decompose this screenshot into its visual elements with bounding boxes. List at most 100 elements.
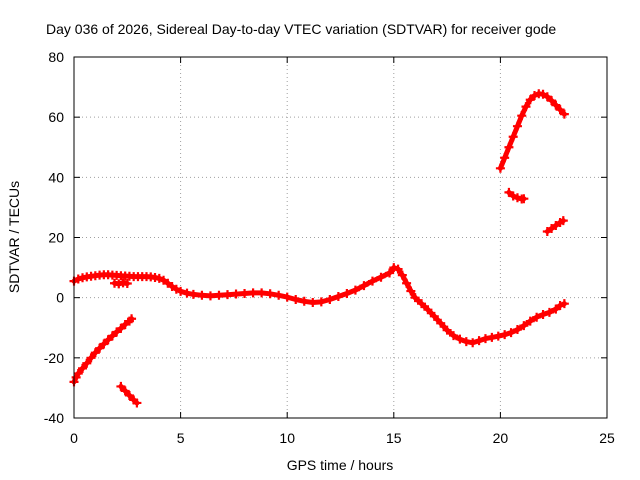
data-point [493, 331, 503, 341]
x-axis-label: GPS time / hours [287, 457, 394, 473]
x-tick-label: 25 [599, 430, 615, 446]
data-point [495, 163, 505, 173]
data-point [397, 270, 407, 280]
data-point [95, 343, 105, 353]
data-point [525, 95, 535, 105]
x-tick-label: 20 [493, 430, 509, 446]
chart-title: Day 036 of 2026, Sidereal Day-to-day VTE… [46, 21, 556, 37]
series-late-high-arc [495, 89, 569, 173]
plot-frame [73, 56, 608, 419]
data-point [389, 263, 399, 273]
data-point [558, 216, 568, 226]
series-main-arc [69, 263, 569, 348]
data-point [521, 102, 531, 112]
axis-ticks: 0 5 10 15 20 25 -40 -20 0 20 40 60 80 [44, 49, 615, 446]
y-tick-label: 0 [56, 290, 64, 306]
data-point [436, 318, 446, 328]
data-point [342, 288, 352, 298]
data-point [519, 194, 529, 204]
data-point [551, 100, 561, 110]
x-tick-label: 15 [386, 430, 402, 446]
data-point [508, 132, 518, 142]
data-point [73, 274, 83, 284]
data-point [448, 331, 458, 341]
data-point [82, 358, 92, 368]
data-point [512, 325, 522, 335]
data-point [99, 339, 109, 349]
data-point [504, 142, 514, 152]
y-tick-label: 80 [48, 49, 64, 65]
data-point [188, 289, 198, 299]
data-point [455, 334, 465, 344]
data-point [442, 325, 452, 335]
y-axis-label: SDTVAR / TECUs [6, 181, 22, 293]
data-point [429, 311, 439, 321]
data-point [402, 278, 412, 288]
data-point [176, 286, 186, 296]
data-point [480, 334, 490, 344]
data-point [519, 321, 529, 331]
data-point [417, 299, 427, 309]
data-point [240, 288, 250, 298]
data-point [350, 285, 360, 295]
data-point [406, 286, 416, 296]
data-point [367, 276, 377, 286]
y-tick-label: -40 [44, 410, 64, 426]
data-point [124, 390, 134, 400]
data-point [468, 338, 478, 348]
data-point [410, 293, 420, 303]
y-tick-label: 60 [48, 109, 64, 125]
data-point [500, 153, 510, 163]
data-point [73, 368, 83, 378]
x-tick-label: 5 [177, 430, 185, 446]
data-point [517, 111, 527, 121]
data-point [512, 121, 522, 131]
series-trace [497, 91, 567, 171]
data-point [257, 288, 267, 298]
data-point [308, 297, 318, 307]
y-tick-label: -20 [44, 350, 64, 366]
y-tick-label: 20 [48, 230, 64, 246]
data-point [547, 96, 557, 106]
data-point [116, 381, 126, 391]
data-point [559, 109, 569, 119]
data-point [359, 281, 369, 291]
data-point [282, 292, 292, 302]
data-point [90, 348, 100, 358]
data-point [376, 272, 386, 282]
data-point [248, 288, 258, 298]
y-tick-label: 40 [48, 169, 64, 185]
data-point [555, 105, 565, 115]
data-point [461, 337, 471, 347]
x-tick-label: 0 [70, 430, 78, 446]
data-point [423, 305, 433, 315]
data-point [223, 290, 233, 300]
x-tick-label: 10 [279, 430, 295, 446]
data-point [325, 294, 335, 304]
data-point [197, 290, 207, 300]
data-series [69, 89, 569, 408]
data-point [487, 332, 497, 342]
data-point [78, 363, 88, 373]
data-point [555, 300, 565, 310]
data-point [508, 191, 518, 201]
data-point [132, 398, 142, 408]
data-point [532, 312, 542, 322]
data-point [333, 291, 343, 301]
data-point [525, 316, 535, 326]
data-point [205, 291, 215, 301]
series-early-drop [116, 381, 142, 408]
data-point [316, 297, 326, 307]
data-point [86, 353, 96, 363]
data-point [530, 91, 540, 101]
data-point [120, 386, 130, 396]
data-point [122, 279, 132, 289]
data-point [154, 273, 164, 283]
data-point [231, 289, 241, 299]
data-point [500, 330, 510, 340]
series-small-cluster [110, 278, 132, 289]
data-point [299, 296, 309, 306]
series-trace [71, 316, 135, 385]
data-point [214, 290, 224, 300]
